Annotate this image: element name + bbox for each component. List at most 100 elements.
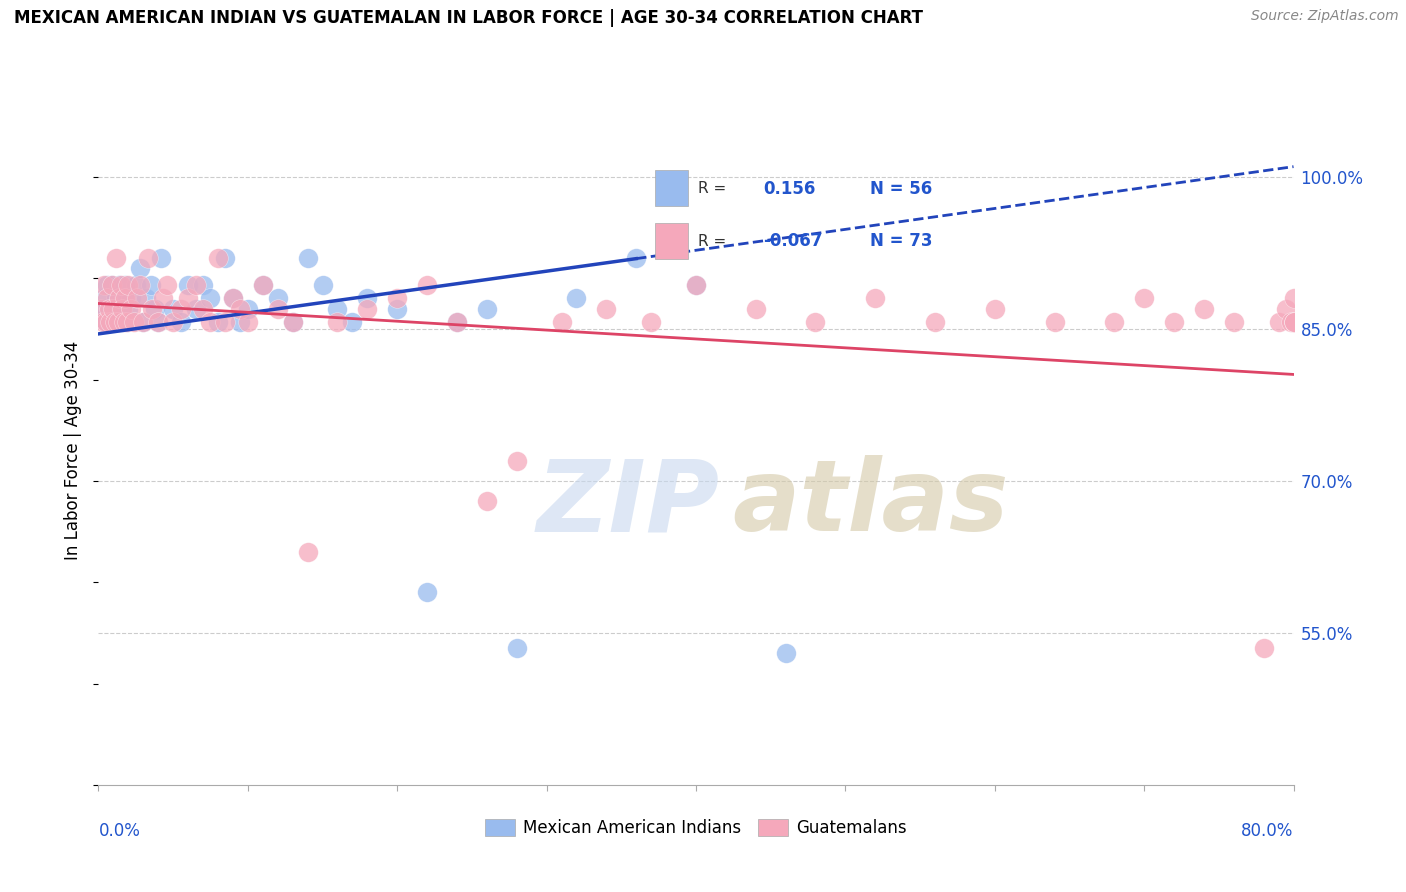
Point [267, 292, 290, 306]
Point [595, 301, 617, 316]
Point [214, 315, 236, 329]
Point [191, 278, 214, 293]
Point [236, 315, 259, 329]
Point [124, 315, 146, 329]
Point [135, 292, 157, 306]
Point [297, 545, 319, 559]
Bar [655, 170, 688, 206]
Point [107, 315, 129, 329]
Point [184, 278, 207, 293]
Point [1223, 315, 1246, 329]
Point [1282, 315, 1305, 329]
Point [184, 301, 207, 316]
Point [924, 315, 946, 329]
Point [1192, 301, 1215, 316]
Point [252, 278, 274, 293]
Point [114, 278, 136, 293]
Point [207, 315, 229, 329]
Point [177, 278, 200, 293]
Point [162, 301, 184, 316]
Point [117, 278, 139, 293]
Point [281, 315, 304, 329]
Point [96, 292, 118, 306]
Point [129, 278, 152, 293]
Legend: Mexican American Indians, Guatemalans: Mexican American Indians, Guatemalans [478, 812, 914, 844]
Point [1133, 292, 1156, 306]
Text: R =: R = [699, 234, 727, 249]
Point [356, 301, 378, 316]
Point [745, 301, 768, 316]
Point [150, 251, 173, 265]
Point [1253, 641, 1275, 656]
Point [804, 315, 827, 329]
Point [139, 278, 162, 293]
Point [200, 315, 222, 329]
Point [775, 646, 797, 660]
Point [267, 301, 290, 316]
Point [103, 315, 125, 329]
Point [416, 278, 439, 293]
Point [143, 301, 166, 316]
Point [685, 278, 707, 293]
Point [152, 292, 174, 306]
Text: 80.0%: 80.0% [1241, 822, 1294, 839]
Text: Source: ZipAtlas.com: Source: ZipAtlas.com [1251, 9, 1399, 23]
Point [103, 301, 125, 316]
Point [91, 301, 114, 316]
Point [222, 292, 245, 306]
Point [111, 315, 134, 329]
Point [342, 315, 364, 329]
Point [446, 315, 468, 329]
Point [112, 292, 135, 306]
Point [297, 251, 319, 265]
Point [114, 292, 136, 306]
Point [115, 315, 138, 329]
Point [100, 301, 122, 316]
Text: 0.156: 0.156 [763, 179, 815, 198]
Point [105, 292, 128, 306]
Point [93, 278, 115, 293]
Point [91, 315, 114, 329]
Point [1104, 315, 1126, 329]
Point [93, 292, 115, 306]
Point [565, 292, 588, 306]
Point [416, 585, 439, 599]
Point [326, 315, 349, 329]
Point [141, 301, 163, 316]
Point [475, 494, 498, 508]
Point [129, 260, 152, 275]
Point [125, 278, 148, 293]
Point [1275, 301, 1298, 316]
Point [111, 301, 134, 316]
Point [984, 301, 1007, 316]
Point [120, 292, 142, 306]
Point [1163, 315, 1185, 329]
Point [865, 292, 887, 306]
Point [94, 315, 117, 329]
Point [685, 278, 707, 293]
Point [105, 251, 128, 265]
Point [97, 301, 120, 316]
Point [446, 315, 468, 329]
Point [112, 315, 135, 329]
Point [475, 301, 498, 316]
Point [101, 278, 124, 293]
Y-axis label: In Labor Force | Age 30-34: In Labor Force | Age 30-34 [65, 341, 83, 560]
Point [236, 301, 259, 316]
Point [1043, 315, 1066, 329]
Point [115, 315, 138, 329]
Text: N = 56: N = 56 [870, 179, 932, 198]
Point [207, 251, 229, 265]
Point [191, 301, 214, 316]
Text: atlas: atlas [733, 456, 1008, 552]
Point [97, 315, 120, 329]
Point [101, 278, 124, 293]
Point [148, 315, 170, 329]
Text: MEXICAN AMERICAN INDIAN VS GUATEMALAN IN LABOR FORCE | AGE 30-34 CORRELATION CHA: MEXICAN AMERICAN INDIAN VS GUATEMALAN IN… [14, 9, 924, 27]
Point [177, 292, 200, 306]
Point [108, 278, 131, 293]
Point [1282, 315, 1305, 329]
Point [229, 315, 252, 329]
Point [356, 292, 378, 306]
Point [148, 315, 170, 329]
